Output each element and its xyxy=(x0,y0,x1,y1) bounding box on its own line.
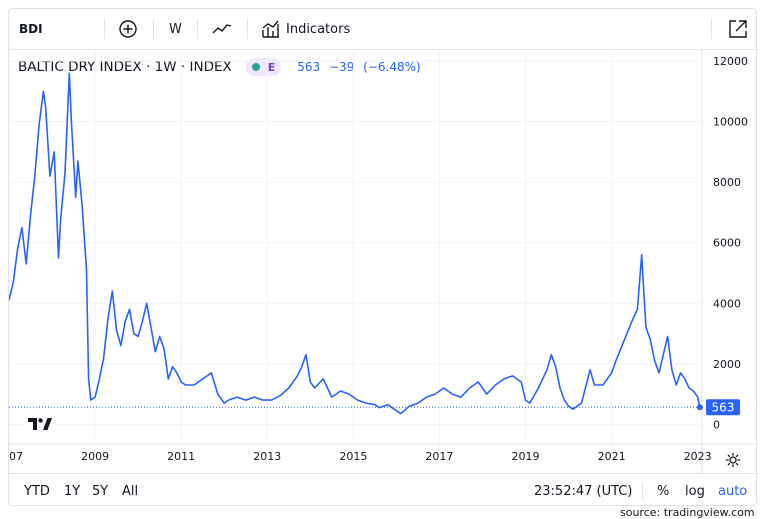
percent-scale-button[interactable]: % xyxy=(657,483,670,499)
chart-type-button[interactable] xyxy=(211,9,233,49)
x-tick-label: 2023 xyxy=(684,450,712,463)
y-tick-label: 8000 xyxy=(713,176,741,189)
x-tick-label: 2007 xyxy=(9,450,23,463)
log-scale-button[interactable]: log xyxy=(685,483,705,499)
chart-grid xyxy=(9,49,702,444)
source-attribution: source: tradingview.com xyxy=(620,506,755,519)
open-fullscreen-button[interactable] xyxy=(727,9,749,49)
price-change: −39 xyxy=(329,60,355,74)
series-legend: BALTIC DRY INDEX · 1W · INDEX E 563 −39 … xyxy=(18,57,426,77)
line-chart-icon xyxy=(212,24,232,34)
range-all-button[interactable]: All xyxy=(122,483,139,499)
toolbar-divider xyxy=(197,19,198,39)
y-tick-label: 0 xyxy=(713,418,720,431)
range-ytd-button[interactable]: YTD xyxy=(24,483,50,499)
y-tick-label: 2000 xyxy=(713,358,741,371)
plus-circle-icon xyxy=(119,20,137,38)
top-toolbar: BDI W Indicators xyxy=(9,9,756,50)
indicators-label: Indicators xyxy=(286,21,351,37)
external-link-icon xyxy=(729,20,747,38)
price-change-percent: (−6.48%) xyxy=(363,60,421,74)
toolbar-divider xyxy=(711,19,712,39)
last-quote: 563 −39 (−6.48%) xyxy=(297,60,425,74)
range-5y-button[interactable]: 5Y xyxy=(92,483,109,499)
settings-gear-icon[interactable] xyxy=(726,453,740,467)
y-tick-label: 6000 xyxy=(713,237,741,250)
interval-button[interactable]: W xyxy=(169,21,182,37)
market-status-dot xyxy=(251,63,260,71)
y-tick-label: 10000 xyxy=(713,116,748,129)
tradingview-logo[interactable] xyxy=(25,413,55,435)
bdi-series-line xyxy=(9,72,701,415)
last-price-tag: 563 xyxy=(706,399,740,416)
status-badge-label: E xyxy=(267,60,276,74)
price-tag-label: 563 xyxy=(712,400,735,414)
series-title: BALTIC DRY INDEX · 1W · INDEX xyxy=(18,59,232,75)
last-point-marker xyxy=(696,404,703,411)
x-tick-label: 2009 xyxy=(81,450,109,463)
price-chart[interactable]: 0 2000 4000 6000 8000 10000 12000 2007 2009 2011… xyxy=(9,49,757,473)
price-tag-background xyxy=(706,399,740,416)
y-tick-label: 12000 xyxy=(713,55,748,68)
price-scale[interactable]: 0 2000 4000 6000 8000 10000 12000 xyxy=(713,55,748,431)
range-1y-button[interactable]: 1Y xyxy=(64,483,81,499)
x-tick-label: 2011 xyxy=(167,450,195,463)
x-tick-label: 2019 xyxy=(512,450,540,463)
x-tick-label: 2015 xyxy=(339,450,367,463)
last-price: 563 xyxy=(297,60,321,74)
time-scale[interactable]: 2007 2009 2011 2013 2015 2017 2019 2021 2023 xyxy=(9,450,712,463)
x-tick-label: 2017 xyxy=(425,450,453,463)
toolbar-divider xyxy=(104,19,105,39)
chart-widget: BDI W Indicators xyxy=(8,8,757,506)
indicators-icon xyxy=(262,20,279,38)
toolbar-divider xyxy=(153,19,154,39)
auto-scale-button[interactable]: auto xyxy=(718,483,748,499)
x-tick-label: 2021 xyxy=(598,450,626,463)
indicators-button[interactable]: Indicators xyxy=(260,9,350,49)
compare-button[interactable] xyxy=(117,9,139,49)
x-tick-label: 2013 xyxy=(253,450,281,463)
symbol-button[interactable]: BDI xyxy=(19,22,43,36)
bottom-toolbar: YTD 1Y 5Y All 23:52:47 (UTC) % log auto xyxy=(9,473,756,505)
y-tick-label: 4000 xyxy=(713,297,741,310)
utc-clock[interactable]: 23:52:47 (UTC) xyxy=(534,483,633,499)
market-status-badge[interactable]: E xyxy=(245,58,282,76)
bottombar-divider xyxy=(642,482,643,500)
toolbar-divider xyxy=(247,19,248,39)
